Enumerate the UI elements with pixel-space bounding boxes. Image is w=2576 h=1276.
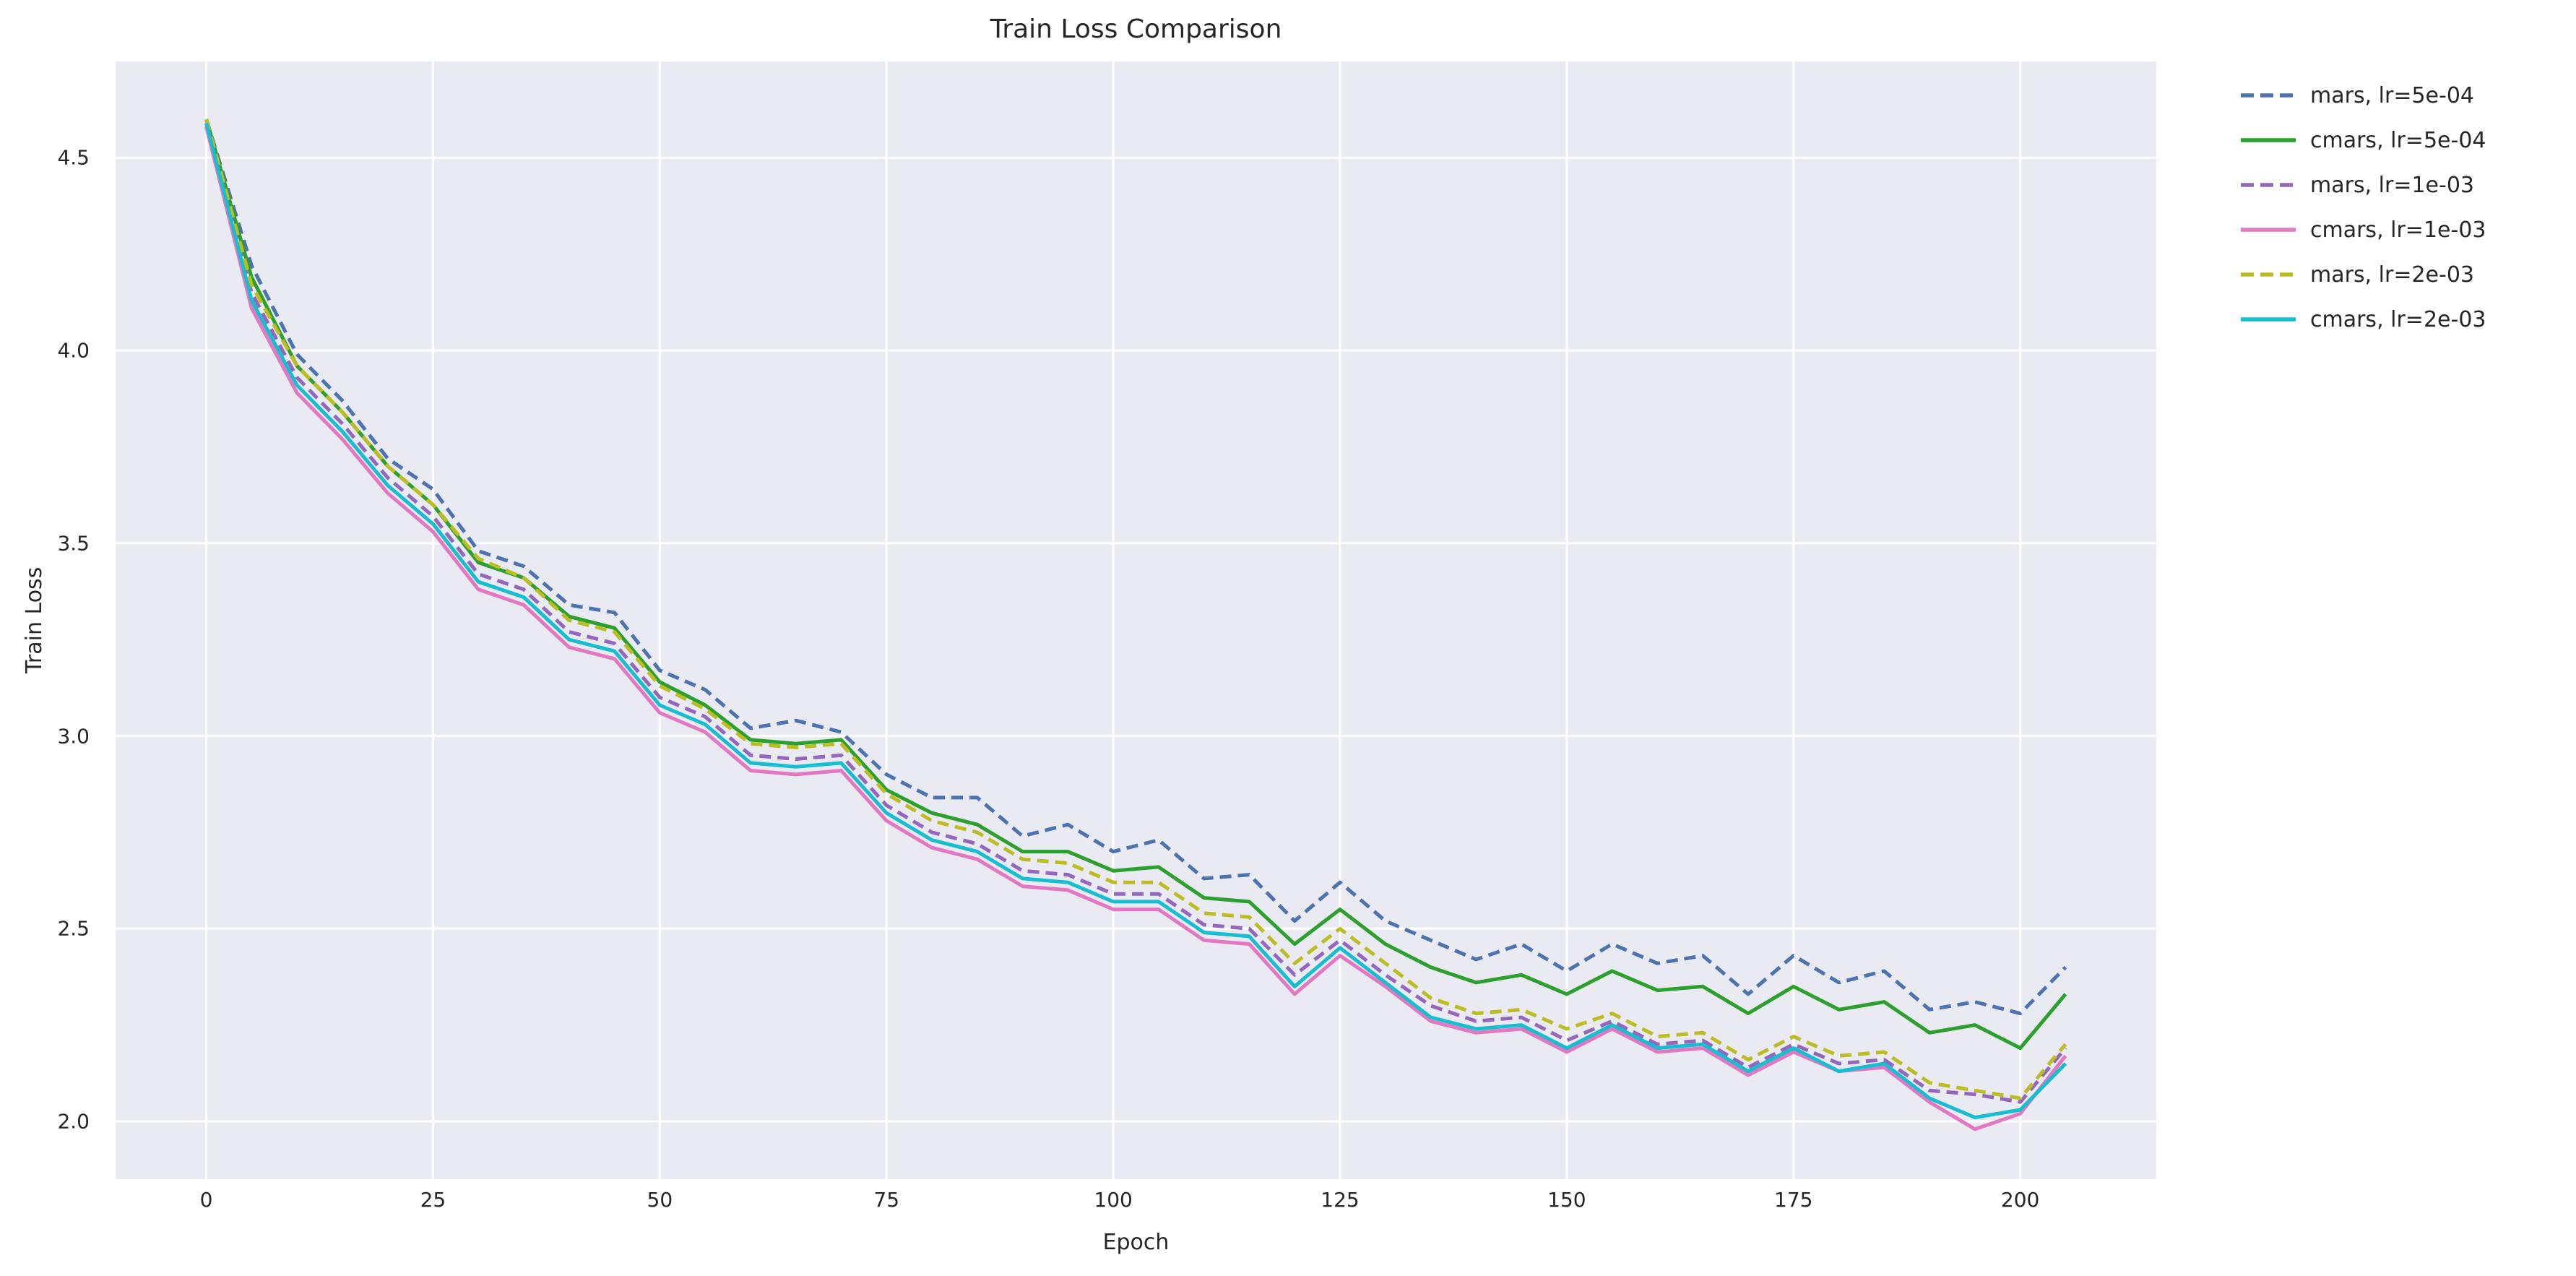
legend-label: mars, lr=2e-03 [2310, 262, 2474, 288]
y-tick-label: 3.5 [57, 531, 90, 556]
y-tick-label: 4.5 [57, 145, 90, 170]
legend-label: cmars, lr=1e-03 [2310, 217, 2486, 243]
legend-item: mars, lr=1e-03 [2241, 171, 2486, 199]
x-tick-label: 200 [2000, 1188, 2040, 1212]
legend-line-sample [2241, 183, 2296, 187]
legend-label: cmars, lr=5e-04 [2310, 127, 2486, 153]
x-axis-ticks: 0 25 50 75 100 125 150 175 200 [116, 1188, 2156, 1217]
y-tick-label: 2.0 [57, 1109, 90, 1134]
x-tick-label: 175 [1774, 1188, 1813, 1212]
series-line-mars-lr-5e-04 [204, 118, 2067, 1016]
legend-line-sample [2241, 228, 2296, 232]
legend-item: cmars, lr=1e-03 [2241, 215, 2486, 244]
y-axis-ticks: 2.0 2.5 3.0 3.5 4.0 4.5 [0, 61, 103, 1179]
legend-item: cmars, lr=2e-03 [2241, 305, 2486, 334]
legend-line-sample [2241, 272, 2296, 277]
x-tick-label: 125 [1321, 1188, 1360, 1212]
x-tick-label: 100 [1094, 1188, 1133, 1212]
legend-label: mars, lr=1e-03 [2310, 172, 2474, 198]
chart-title: Train Loss Comparison [990, 14, 1282, 44]
x-tick-label: 50 [647, 1188, 673, 1212]
series-line-mars-lr-2e-03 [204, 118, 2067, 1100]
legend-line-sample [2241, 93, 2296, 98]
plot-area [116, 61, 2156, 1179]
y-tick-label: 3.0 [57, 724, 90, 749]
plot-canvas [116, 61, 2156, 1179]
legend-label: mars, lr=5e-04 [2310, 82, 2474, 108]
x-tick-label: 25 [420, 1188, 446, 1212]
y-tick-label: 4.0 [57, 338, 90, 363]
legend-item: mars, lr=2e-03 [2241, 260, 2486, 289]
series-line-cmars-lr-1e-03 [204, 126, 2067, 1131]
legend: mars, lr=5e-04 cmars, lr=5e-04 mars, lr=1e… [2241, 81, 2486, 334]
legend-line-sample [2241, 138, 2296, 142]
legend-label: cmars, lr=2e-03 [2310, 306, 2486, 332]
series-line-mars-lr-1e-03 [204, 122, 2067, 1104]
series-line-cmars-lr-2e-03 [204, 122, 2067, 1120]
y-tick-label: 2.5 [57, 916, 90, 941]
x-tick-label: 0 [199, 1188, 213, 1212]
legend-line-sample [2241, 317, 2296, 322]
legend-item: cmars, lr=5e-04 [2241, 126, 2486, 155]
x-tick-label: 75 [873, 1188, 900, 1212]
x-tick-label: 150 [1547, 1188, 1586, 1212]
y-axis-label: Train Loss [22, 566, 47, 674]
x-axis-label: Epoch [1102, 1230, 1170, 1255]
legend-item: mars, lr=5e-04 [2241, 81, 2486, 110]
